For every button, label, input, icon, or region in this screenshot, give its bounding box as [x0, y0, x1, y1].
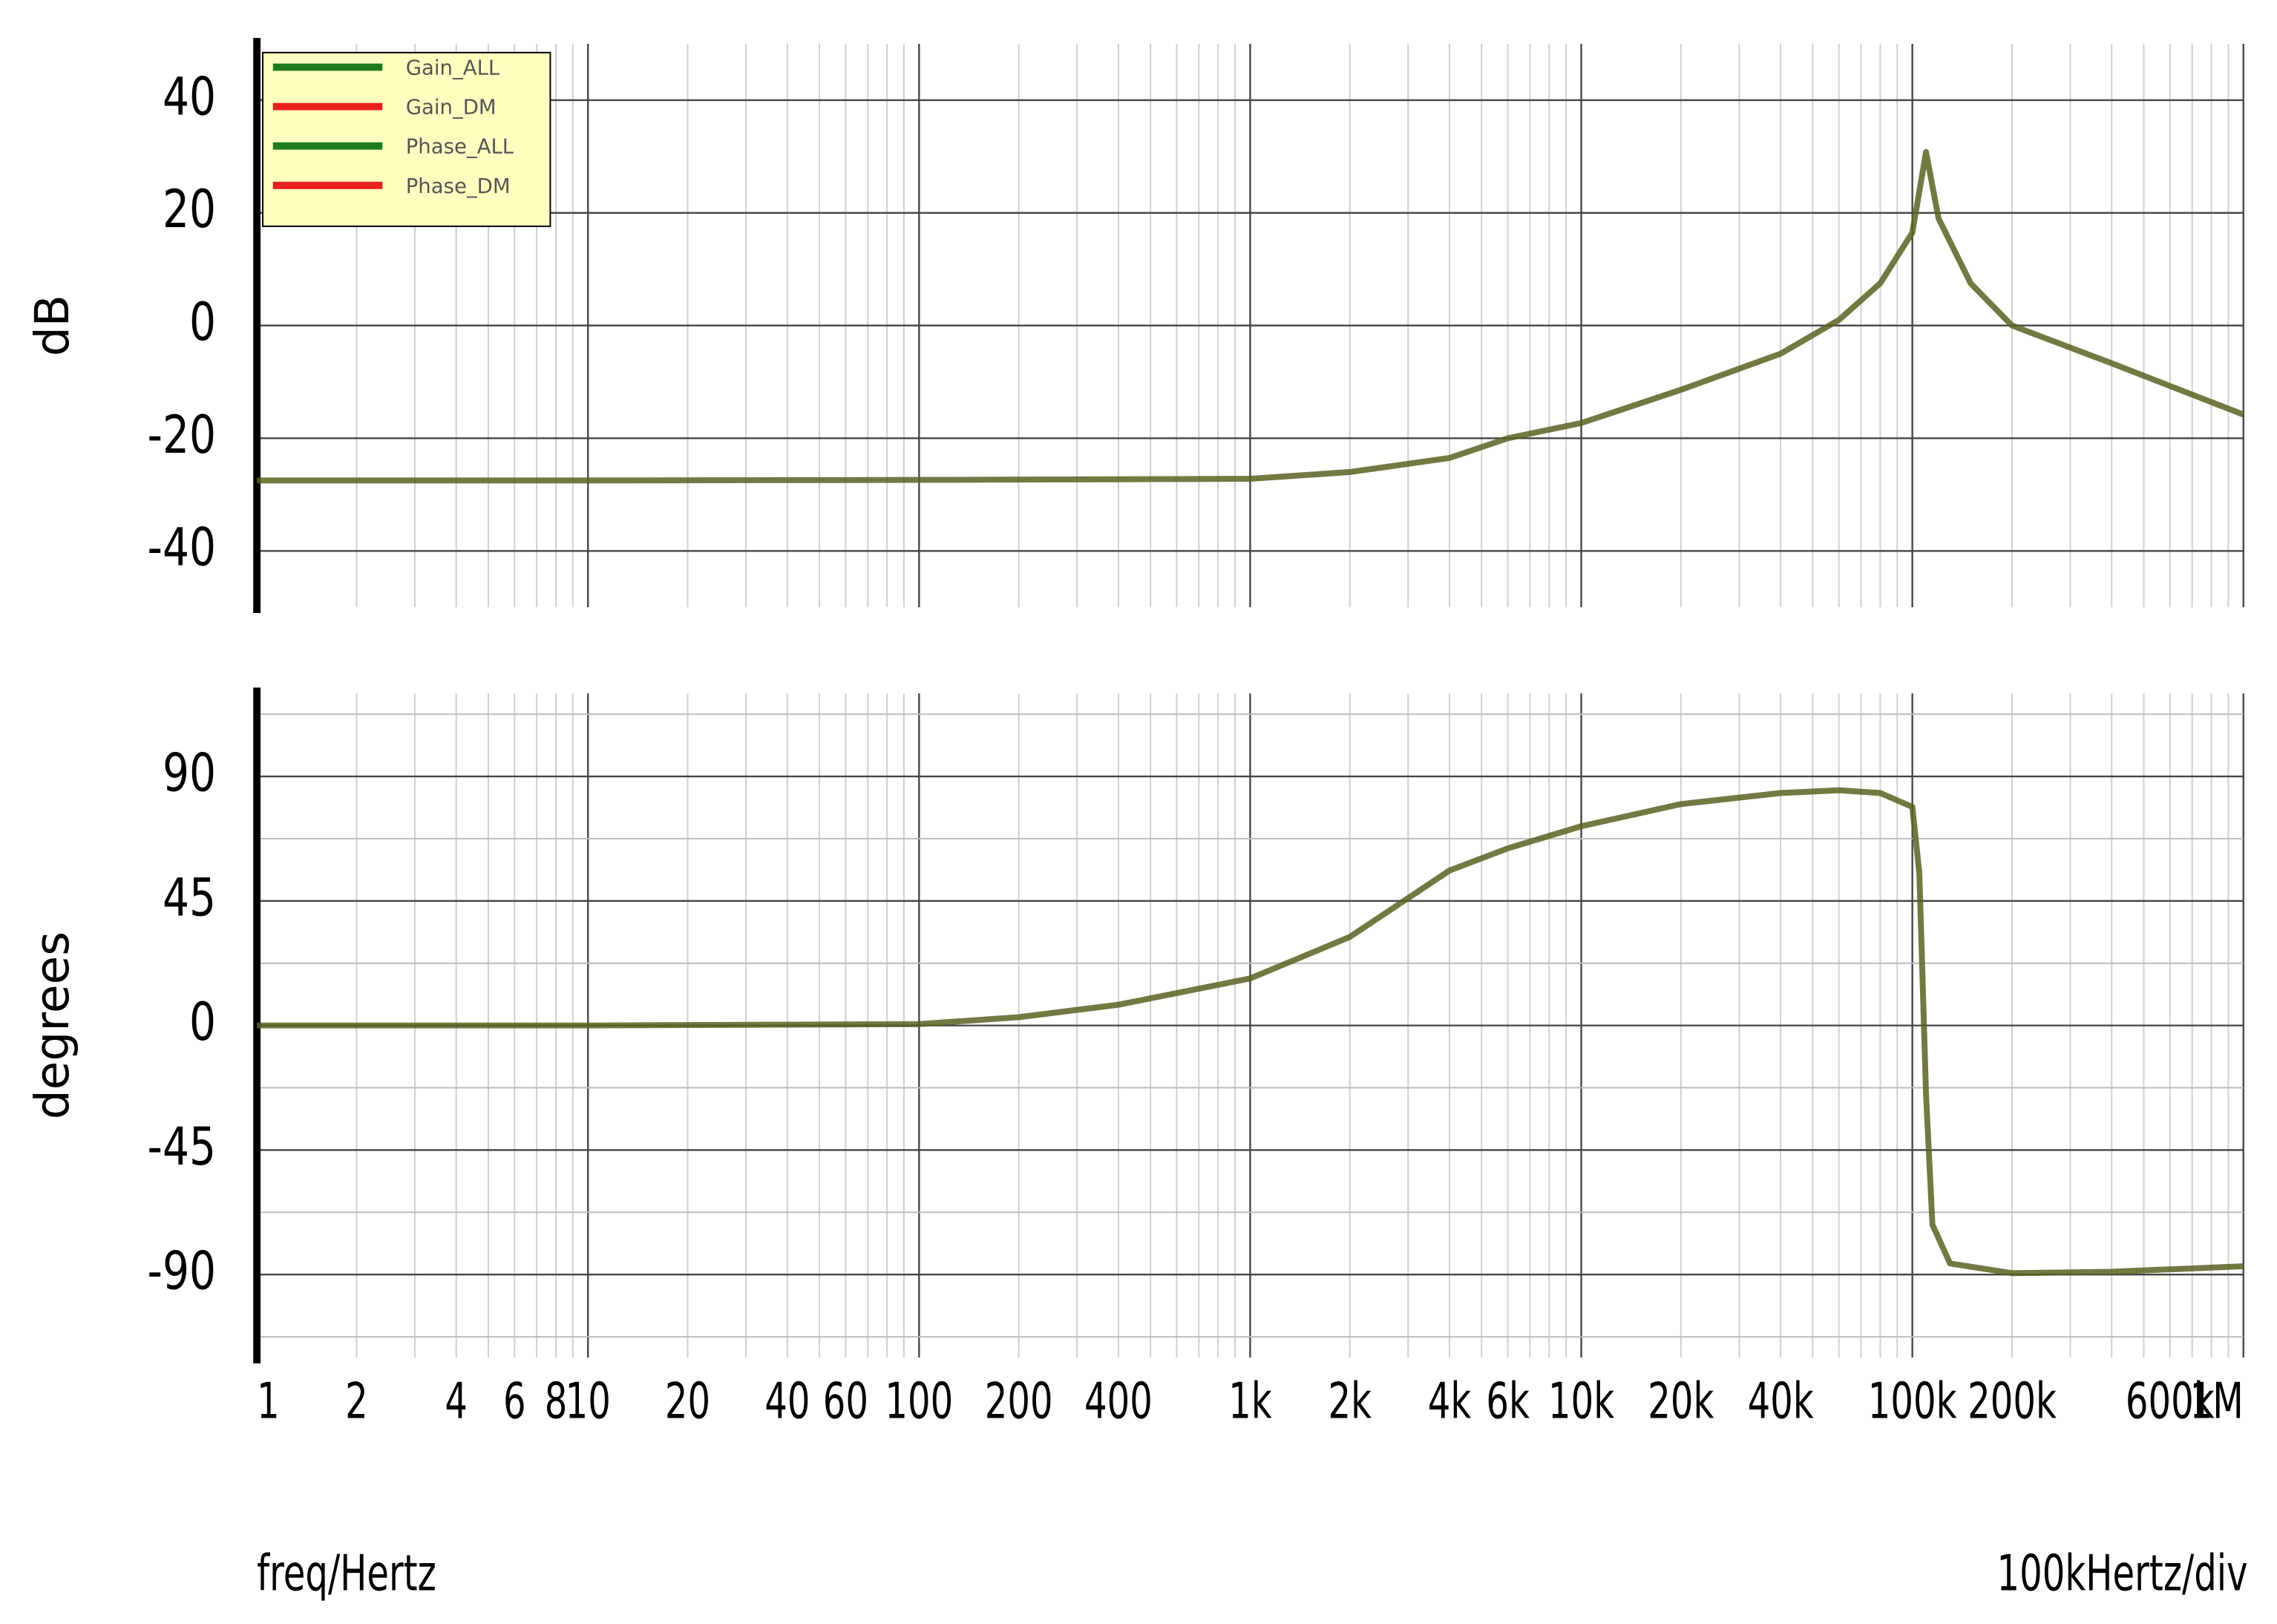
x-tick-label: 2	[345, 1372, 368, 1430]
x-tick-label: 4	[445, 1372, 468, 1430]
y-tick-label: 45	[163, 867, 216, 929]
x-tick-label: 8	[545, 1372, 568, 1430]
x-tick-label: 2k	[1328, 1372, 1372, 1430]
legend: Gain_ALL Gain_DM Phase_ALL Phase_DM	[262, 51, 551, 227]
x-tick-label: 400	[1084, 1372, 1153, 1430]
y-tick-label: -20	[148, 405, 217, 466]
x-tick-label: 6k	[1486, 1372, 1530, 1430]
series-line	[257, 148, 2245, 484]
x-tick-label: 20k	[1648, 1372, 1714, 1430]
legend-box	[262, 51, 551, 227]
x-tick-label: 4k	[1428, 1372, 1472, 1430]
y-tick-label: -45	[148, 1116, 217, 1178]
y-tick-label: -90	[148, 1240, 217, 1302]
x-tick-label: 40	[764, 1372, 810, 1430]
y-tick-label: 20	[163, 179, 216, 240]
y-axis-label: degrees	[25, 931, 79, 1119]
x-tick-label: 60	[823, 1372, 868, 1430]
x-tick-label: 1k	[1228, 1372, 1272, 1430]
x-tick-label: 100	[885, 1372, 953, 1430]
x-tick-label: 100k	[1868, 1372, 1957, 1430]
legend-label: Phase_DM	[406, 174, 511, 198]
y-tick-label: 0	[189, 292, 216, 353]
y-tick-label: -40	[148, 517, 217, 579]
y-axis-label: dB	[25, 295, 79, 356]
x-axis-note: 100kHertz/div	[1997, 1545, 2248, 1602]
x-axis-label: freq/Hertz	[257, 1545, 436, 1602]
series-line	[257, 787, 2244, 1277]
x-tick-label: 200	[985, 1372, 1053, 1430]
x-tick-label: 20	[665, 1372, 710, 1430]
legend-label: Gain_ALL	[406, 56, 500, 79]
x-tick-label: 600k	[2126, 1372, 2215, 1430]
x-tick-label: 10	[566, 1372, 611, 1430]
x-tick-label: 200k	[1968, 1372, 2057, 1430]
y-tick-label: 40	[163, 66, 216, 128]
legend-label: Gain_DM	[406, 96, 497, 119]
x-tick-label: 40k	[1748, 1372, 1814, 1430]
x-tick-label: 6	[503, 1372, 526, 1430]
legend-label: Phase_ALL	[406, 135, 514, 159]
y-tick-label: 90	[163, 742, 216, 804]
x-tick-label: 10k	[1548, 1372, 1614, 1430]
x-tick-label: 1	[257, 1372, 280, 1430]
x-tick-label: 1M	[2190, 1372, 2244, 1430]
y-tick-label: 0	[189, 992, 216, 1053]
